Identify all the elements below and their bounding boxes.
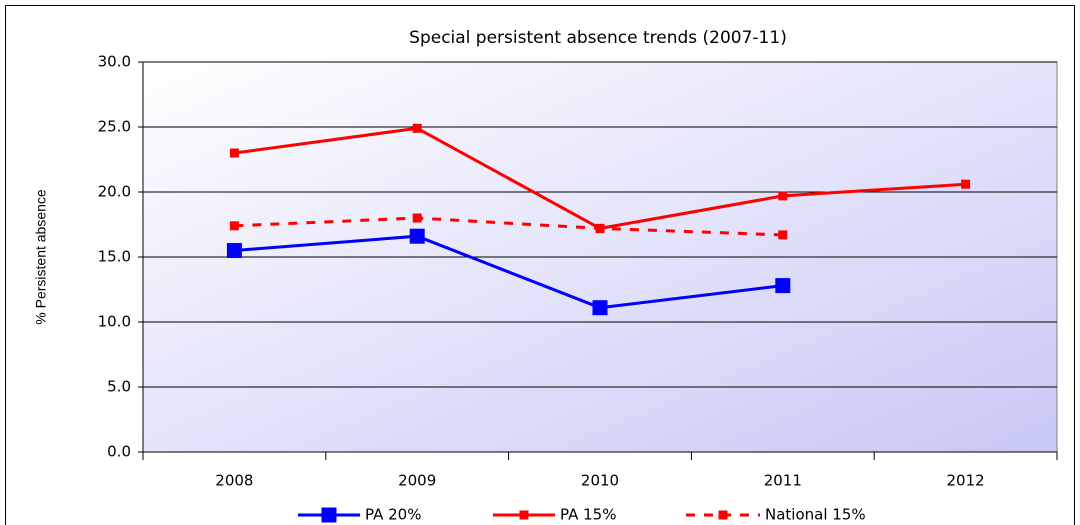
x-tick-label: 2011 [764, 472, 802, 490]
y-tick-label: 5.0 [107, 378, 131, 396]
legend-label: National 15% [765, 506, 866, 524]
marker [409, 228, 425, 244]
marker [229, 148, 239, 158]
marker [778, 230, 788, 240]
legend-marker [321, 507, 337, 523]
y-tick-label: 20.0 [98, 183, 131, 201]
y-tick-label: 0.0 [107, 443, 131, 461]
marker [412, 123, 422, 133]
marker [778, 191, 788, 201]
legend-label: PA 15% [560, 506, 616, 524]
chart-title: Special persistent absence trends (2007-… [409, 28, 787, 48]
marker [595, 223, 605, 233]
marker [961, 179, 971, 189]
chart-border [5, 5, 1075, 525]
y-tick-label: 30.0 [98, 53, 131, 71]
x-tick-label: 2008 [215, 472, 253, 490]
y-tick-label: 10.0 [98, 313, 131, 331]
y-tick-label: 15.0 [98, 248, 131, 266]
series-line [234, 216, 783, 237]
marker [412, 213, 422, 223]
legend-marker [519, 510, 529, 520]
marker [592, 300, 608, 316]
x-tick-label: 2009 [398, 472, 436, 490]
x-tick-label: 2012 [947, 472, 985, 490]
marker [226, 243, 242, 258]
x-tick-label: 2010 [581, 472, 619, 490]
marker [775, 278, 791, 294]
series-line [234, 234, 783, 310]
marker [229, 221, 239, 231]
y-tick-label: 25.0 [98, 118, 131, 136]
legend-label: PA 20% [365, 506, 421, 524]
y-axis-label: % Persistent absence [33, 189, 49, 325]
legend-marker [718, 510, 728, 520]
